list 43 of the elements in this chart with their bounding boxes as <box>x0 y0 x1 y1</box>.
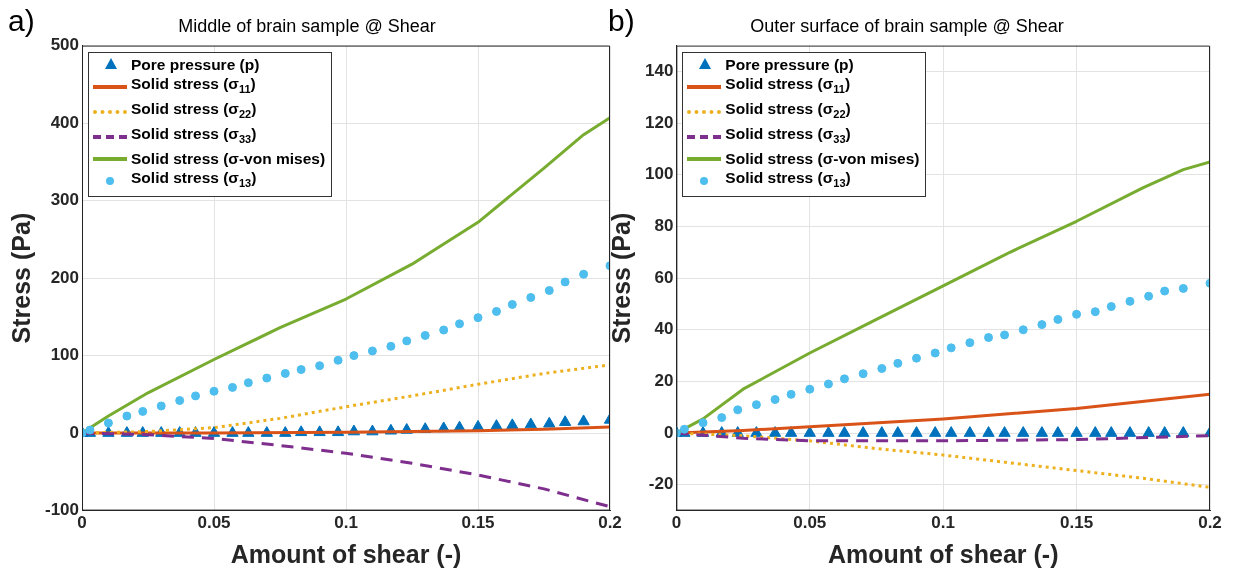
x-tick-label: 0.1 <box>931 513 955 533</box>
legend-label: Solid stress (σ$_{33}$) <box>725 123 851 147</box>
x-tick-label: 0.2 <box>598 513 622 533</box>
legend-label: Pore pressure (p) <box>131 54 260 74</box>
y-tick-label: -20 <box>648 474 674 494</box>
y-tick-label: 100 <box>50 345 80 365</box>
legend-label: Pore pressure (p) <box>725 54 854 74</box>
legend-label: Solid stress (σ$_{22}$) <box>725 98 851 122</box>
x-tick-label: 0.15 <box>461 513 495 533</box>
legend-label: Solid stress (σ$_{11}$) <box>725 73 851 97</box>
y-tick-label: 100 <box>644 164 674 184</box>
chart-title: Middle of brain sample @ Shear <box>178 15 436 36</box>
legend-label: Solid stress (σ$_{33}$) <box>131 123 257 147</box>
legend-label: Solid stress (σ-von mises) <box>131 148 326 168</box>
text: b) <box>608 4 635 38</box>
y-tick-label: 400 <box>50 112 80 132</box>
y-tick-label: 60 <box>654 267 674 287</box>
y-tick-label: 140 <box>644 61 674 81</box>
y-tick-label: 20 <box>654 371 674 391</box>
chart-title: Outer surface of brain sample @ Shear <box>750 15 1064 36</box>
y-axis-title: Stress (Pa) <box>6 212 35 344</box>
y-axis-title: Stress (Pa) <box>606 212 635 344</box>
y-tick-label: 200 <box>50 267 80 287</box>
y-tick-label: 0 <box>663 422 674 442</box>
legend-label: Solid stress (σ-von mises) <box>725 148 920 168</box>
y-tick-label: 300 <box>50 190 80 210</box>
x-tick-label: 0.15 <box>1060 513 1094 533</box>
y-tick-label: 40 <box>654 319 674 339</box>
y-tick-label: 0 <box>69 422 80 442</box>
text: a) <box>8 4 35 38</box>
legend-label: Solid stress (σ$_{22}$) <box>131 98 257 122</box>
x-tick-label: 0.05 <box>197 513 231 533</box>
legend-label: Solid stress (σ$_{13}$) <box>131 167 257 191</box>
x-tick-label: 0.05 <box>793 513 827 533</box>
legend-label: Solid stress (σ$_{13}$) <box>725 167 851 191</box>
y-tick-label: 80 <box>654 216 674 236</box>
x-axis-title: Amount of shear (-) <box>827 539 1059 568</box>
y-tick-label: 120 <box>644 112 674 132</box>
x-tick-label: 0.2 <box>1198 513 1222 533</box>
x-axis-title: Amount of shear (-) <box>230 539 462 568</box>
y-tick-label: 500 <box>50 35 80 55</box>
legend-label: Solid stress (σ$_{11}$) <box>131 73 256 97</box>
x-tick-label: 0.1 <box>334 513 358 533</box>
